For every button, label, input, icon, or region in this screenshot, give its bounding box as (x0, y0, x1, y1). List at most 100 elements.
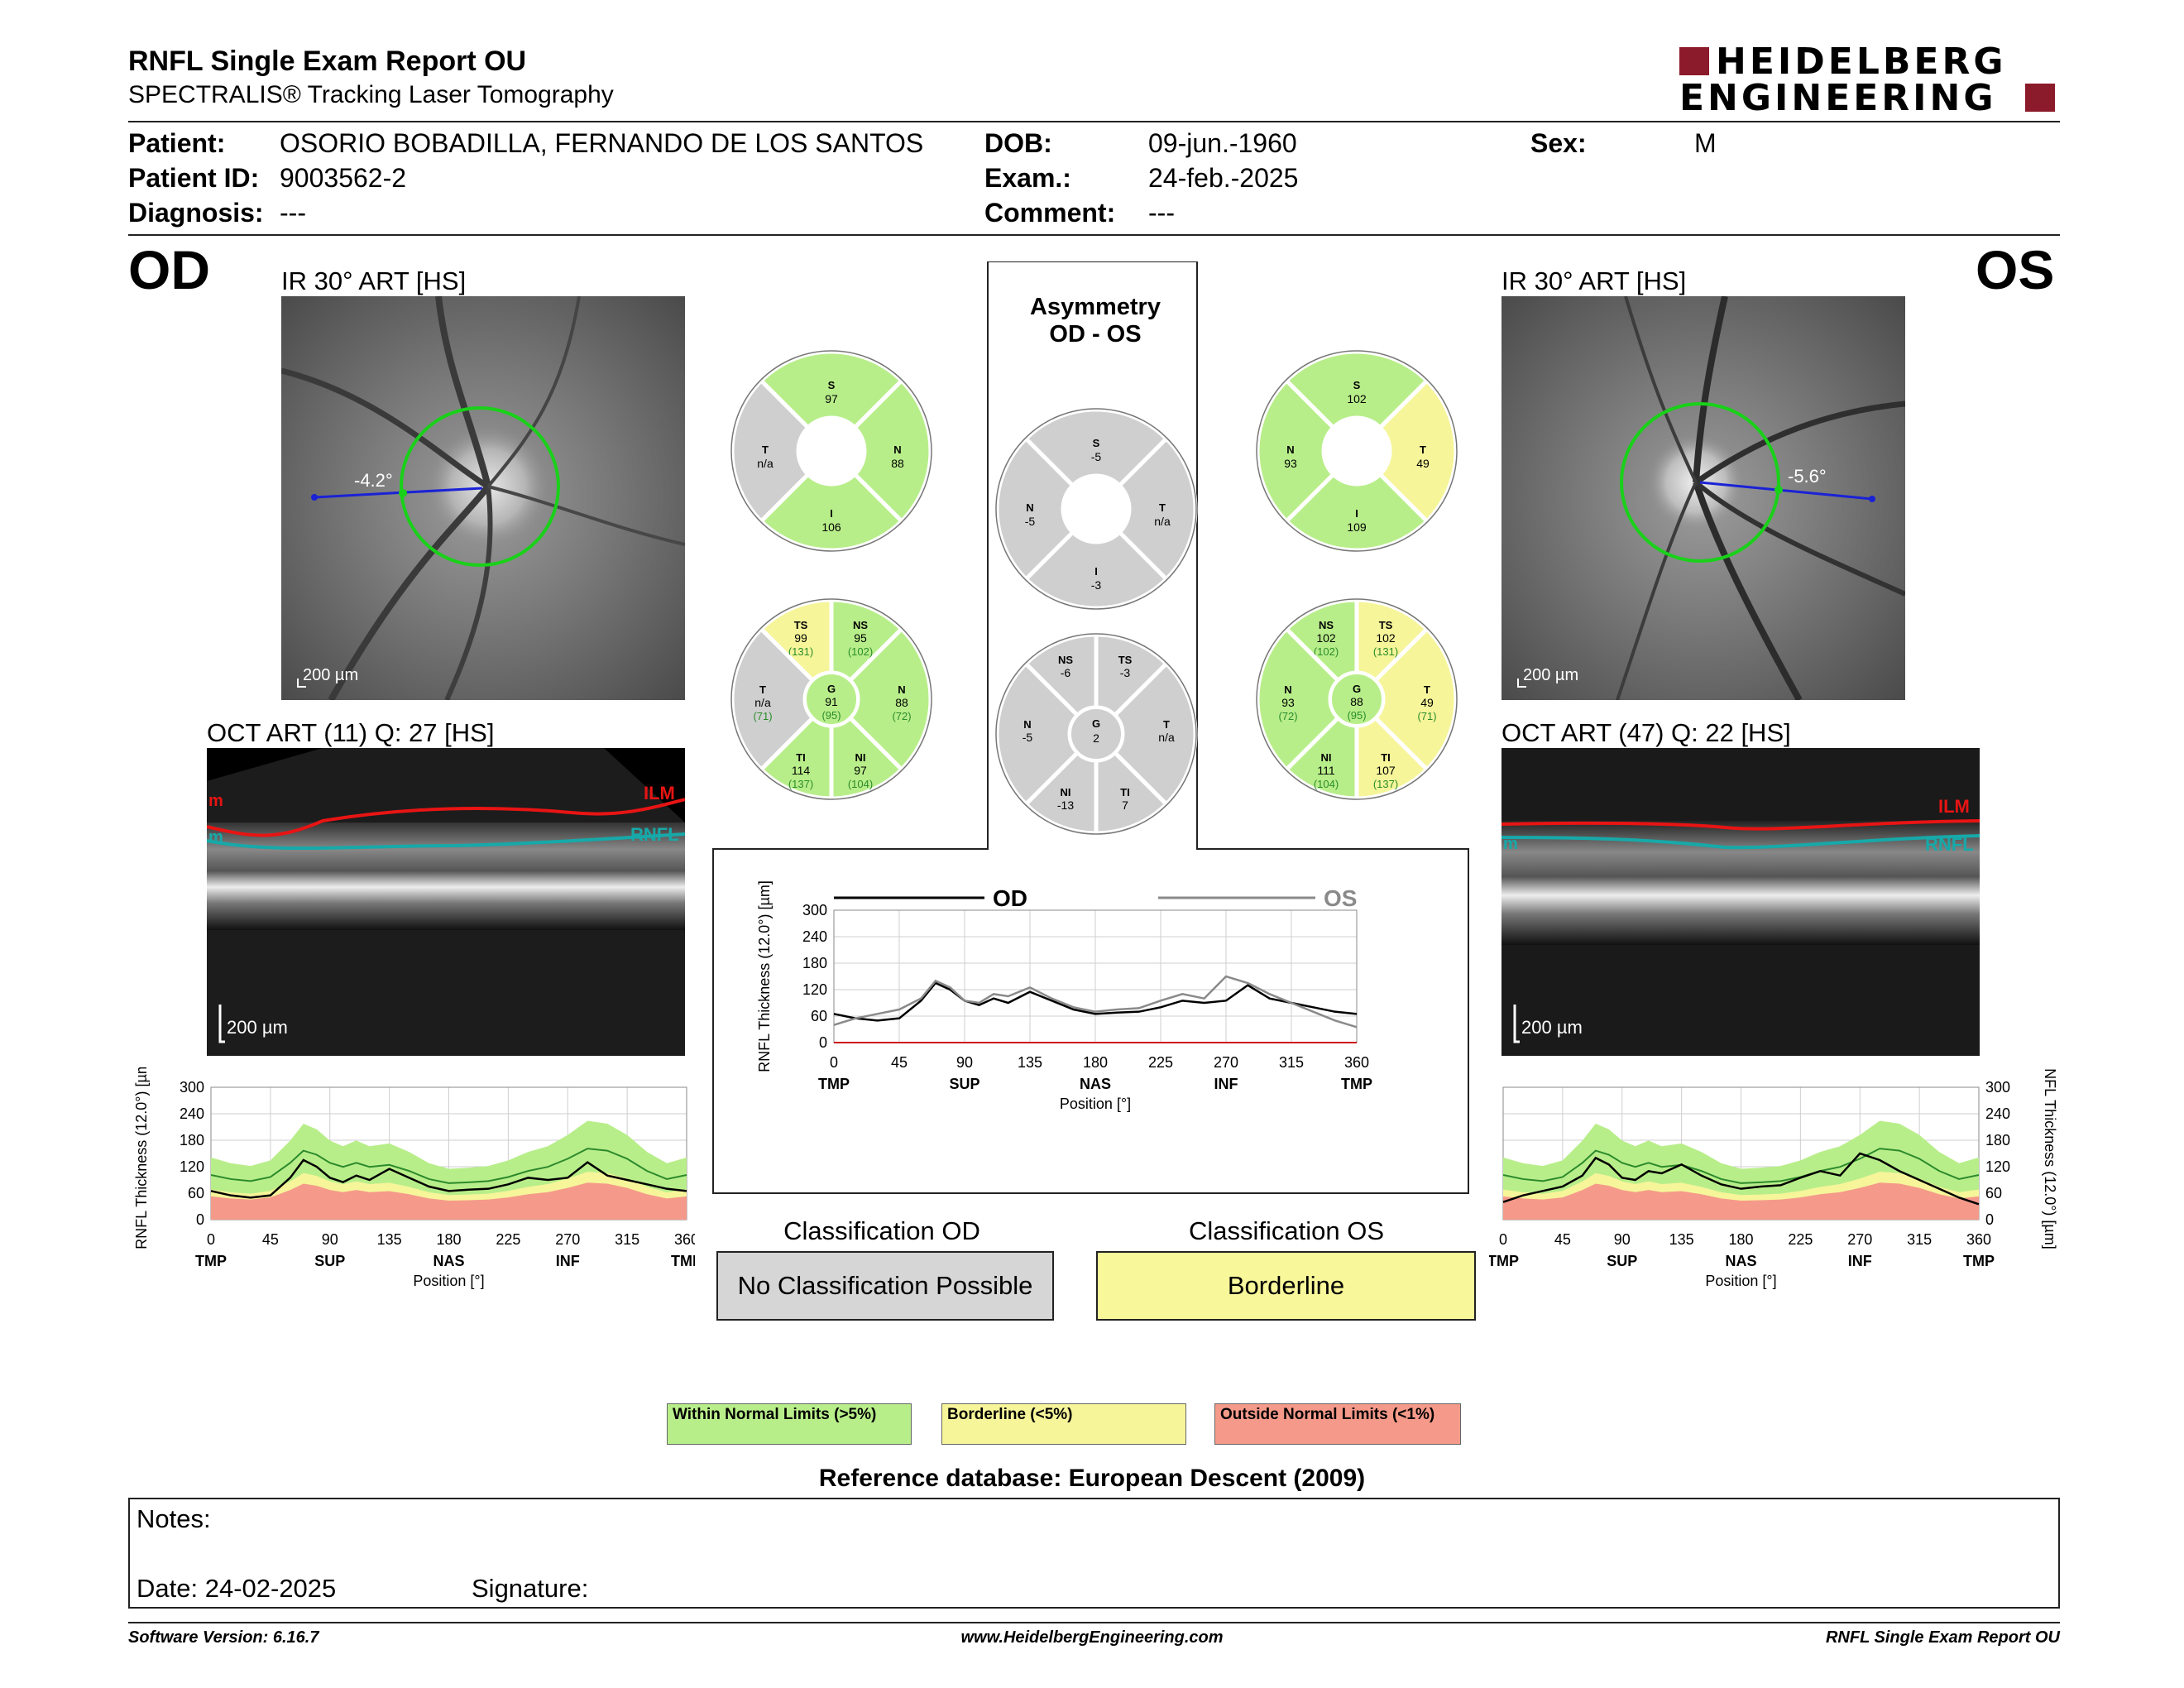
os6-ref-T: (71) (1417, 710, 1436, 722)
os-oct-scale: 200 µm (1521, 1017, 1583, 1038)
os6-sector-G (1329, 671, 1385, 727)
od-chart-region: TMP (195, 1253, 227, 1269)
exam-value: 24-feb.-2025 (1148, 163, 1299, 193)
reference-database: Reference database: European Descent (20… (818, 1465, 1366, 1492)
od6-value-NI: 97 (854, 764, 867, 777)
od6-ref-TI: (137) (788, 778, 813, 790)
od6-value-TI: 114 (792, 764, 811, 777)
as6-value-T: n/a (1158, 731, 1175, 744)
as4-value-S: -5 (1091, 450, 1102, 463)
legend-normal: Within Normal Limits (>5%) (667, 1403, 912, 1445)
os6-label-TI: TI (1381, 751, 1391, 764)
notes-box[interactable]: Notes: Date: 24-02-2025 Signature: (128, 1498, 2060, 1609)
os6-label-N: N (1284, 683, 1291, 696)
os4-label-N: N (1286, 444, 1294, 456)
as6-value-NI: -13 (1057, 798, 1074, 812)
od-m-ilm: m (208, 792, 223, 810)
od6-label-TI: TI (796, 751, 806, 764)
od-scan-circle (400, 406, 560, 567)
os-chart-xtick: 225 (1788, 1231, 1813, 1248)
as6-label-NS: NS (1058, 654, 1073, 666)
dob-value: 09-jun.-1960 (1148, 128, 1297, 158)
os-chart-region: SUP (1607, 1253, 1637, 1269)
os-chart-xtick: 45 (1554, 1231, 1571, 1248)
patient-id-label: Patient ID: (128, 163, 260, 193)
patient-id: 9003562-2 (280, 163, 407, 193)
os6-ref-G: (95) (1347, 709, 1366, 722)
logo-red-square-bottom (2025, 84, 2055, 112)
od6-ref-NI: (104) (848, 778, 873, 790)
os-chart-ytick: 240 (1985, 1105, 2010, 1122)
od-chart-ytick: 120 (180, 1158, 204, 1175)
as6-label-T: T (1163, 718, 1170, 731)
legend-outside: Outside Normal Limits (<1%) (1214, 1403, 1461, 1445)
od4-label-T: T (762, 444, 769, 456)
od4-value-I: 106 (821, 520, 841, 534)
asym-chart-xtick: 270 (1214, 1054, 1238, 1071)
os-6sector-circle: NS102(102)TS102(131)T49(71)TI107(137)NI1… (1255, 597, 1458, 801)
exam-label: Exam.: (984, 163, 1071, 193)
od6-ref-TS: (131) (788, 645, 813, 658)
os-chart-xtick: 270 (1847, 1231, 1872, 1248)
od-eye-label: OD (128, 239, 210, 300)
asym-6sector-circle: NS-6 TS-3 Tn/a TI7 NI-13 N-5 G2 (994, 632, 1198, 836)
os-angle-text: -5.6° (1788, 466, 1827, 487)
asym-chart-ytick: 60 (811, 1008, 827, 1024)
os-chart-xtick: 135 (1669, 1231, 1694, 1248)
notes-label: Notes: (136, 1504, 211, 1533)
od6-sector-G (803, 671, 860, 727)
od6-label-T: T (759, 683, 766, 696)
asym-chart-xtick: 45 (891, 1054, 908, 1071)
od-ir-scale: 200 µm (303, 666, 358, 684)
od-m-rnfl: m (208, 828, 223, 846)
od-chart-xtick: 360 (674, 1231, 695, 1248)
asym-chart-xtick: 90 (956, 1054, 973, 1071)
os-oct-label: OCT ART (47) Q: 22 [HS] (1502, 718, 1791, 747)
as4-value-T: n/a (1154, 515, 1171, 528)
footer-report-name: RNFL Single Exam Report OU (1825, 1628, 2060, 1647)
os4-value-N: 93 (1284, 457, 1297, 470)
od4-label-S: S (828, 379, 836, 391)
od6-label-NI: NI (855, 751, 866, 764)
as6-value-N: -5 (1023, 731, 1033, 744)
asym-chart-series-OD (833, 981, 1358, 1022)
od-chart-xtick: 180 (436, 1231, 461, 1248)
os-ir-scale: 200 µm (1523, 666, 1578, 684)
od6-label-NS: NS (853, 619, 868, 631)
od4-label-I: I (830, 507, 833, 520)
os-ir-fundus-image: -5.6° 200 µm (1502, 296, 1905, 700)
os-scan-circle (1620, 402, 1780, 563)
asym-chart-region: TMP (818, 1076, 850, 1092)
as6-value-NS: -6 (1061, 666, 1071, 679)
od-chart-region: INF (556, 1253, 580, 1269)
footer-url[interactable]: www.HeidelbergEngineering.com (960, 1628, 1224, 1647)
os-ilm-label: ILM (1938, 796, 1970, 817)
od-chart-xtick: 0 (207, 1231, 215, 1248)
as6-sector-G (1068, 706, 1124, 762)
od6-label-G: G (827, 683, 836, 695)
as4-label-N: N (1026, 501, 1033, 514)
os-ir-label: IR 30° ART [HS] (1502, 266, 1687, 295)
asym-chart-xtick: 360 (1344, 1054, 1369, 1071)
classification-od-title: Classification OD (783, 1216, 980, 1245)
as6-label-NI: NI (1061, 786, 1071, 798)
os4-label-T: T (1420, 444, 1426, 456)
os6-ref-N: (72) (1278, 710, 1297, 722)
od-chart-xtick: 135 (377, 1231, 402, 1248)
od6-value-TS: 99 (794, 631, 807, 645)
od6-value-N: 88 (895, 696, 908, 709)
od-oct-label: OCT ART (11) Q: 27 [HS] (207, 718, 495, 747)
as6-value-TS: -3 (1120, 666, 1131, 679)
od-angle-text: -4.2° (354, 470, 393, 491)
asym-legend-os: OS (1324, 885, 1357, 911)
os6-ref-TS: (131) (1373, 645, 1398, 658)
patient-label: Patient: (128, 128, 226, 158)
legend-borderline: Borderline (<5%) (941, 1403, 1186, 1445)
os6-value-G: 88 (1350, 695, 1363, 708)
os-chart-region: NAS (1725, 1253, 1756, 1269)
od-chart-ylabel: RNFL Thickness (12.0°) [µm] (133, 1067, 150, 1249)
as6-label-G: G (1092, 717, 1100, 730)
os-chart-region: INF (1848, 1253, 1872, 1269)
asym-chart-xtick: 315 (1279, 1054, 1304, 1071)
